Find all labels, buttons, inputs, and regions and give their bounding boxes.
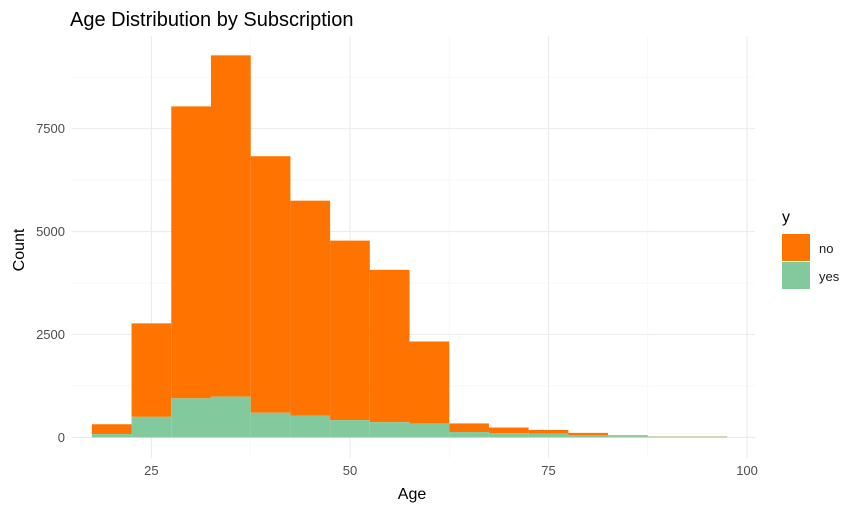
bar-no [449, 423, 489, 433]
bar-no [210, 55, 251, 397]
legend-swatch-no [782, 234, 810, 261]
x-tick-label: 50 [343, 463, 357, 478]
legend-label-no: no [819, 241, 833, 256]
bar-no [409, 341, 450, 424]
y-tick-label: 7500 [36, 121, 65, 136]
bar-yes [330, 420, 370, 438]
bar-no [171, 106, 211, 399]
legend-items: no yes [782, 234, 840, 289]
y-tick-label: 2500 [36, 327, 65, 342]
x-axis-title: Age [398, 486, 427, 503]
chart-title: Age Distribution by Subscription [70, 9, 353, 31]
bar-yes [488, 433, 529, 438]
bar-no [568, 432, 609, 436]
bar-no [91, 424, 132, 435]
bar-yes [687, 436, 728, 438]
bars [91, 55, 728, 438]
y-tick-labels: 0 2500 5000 7500 [36, 121, 65, 445]
bar-no [488, 427, 529, 434]
y-tick-label: 5000 [36, 224, 65, 239]
x-tick-label: 75 [541, 463, 555, 478]
bar-yes [528, 433, 569, 438]
x-tick-label: 100 [736, 463, 758, 478]
bar-yes [290, 415, 331, 438]
bar-no [290, 200, 331, 416]
bar-yes [369, 422, 410, 438]
bar-yes [647, 436, 688, 438]
legend-title: y [782, 209, 790, 226]
legend-swatch-yes [782, 262, 810, 289]
bar-yes [210, 396, 251, 438]
bar-no [608, 435, 648, 437]
bar-yes [608, 436, 648, 438]
bar-yes [91, 434, 132, 438]
bar-no [131, 323, 172, 417]
x-tick-labels: 25 50 75 100 [144, 463, 758, 478]
bar-yes [131, 416, 172, 438]
bar-yes [568, 435, 609, 438]
legend-label-yes: yes [819, 269, 840, 284]
x-tick-label: 25 [144, 463, 158, 478]
bar-no [250, 156, 291, 413]
bar-no [330, 240, 370, 421]
bar-yes [250, 412, 291, 438]
bar-no [369, 269, 410, 423]
y-tick-label: 0 [58, 430, 65, 445]
bar-no [528, 430, 569, 434]
bar-yes [409, 423, 450, 438]
bar-yes [171, 398, 211, 438]
bar-yes [449, 432, 489, 438]
legend: y no yes [782, 209, 840, 289]
y-axis-title: Count [11, 228, 28, 271]
